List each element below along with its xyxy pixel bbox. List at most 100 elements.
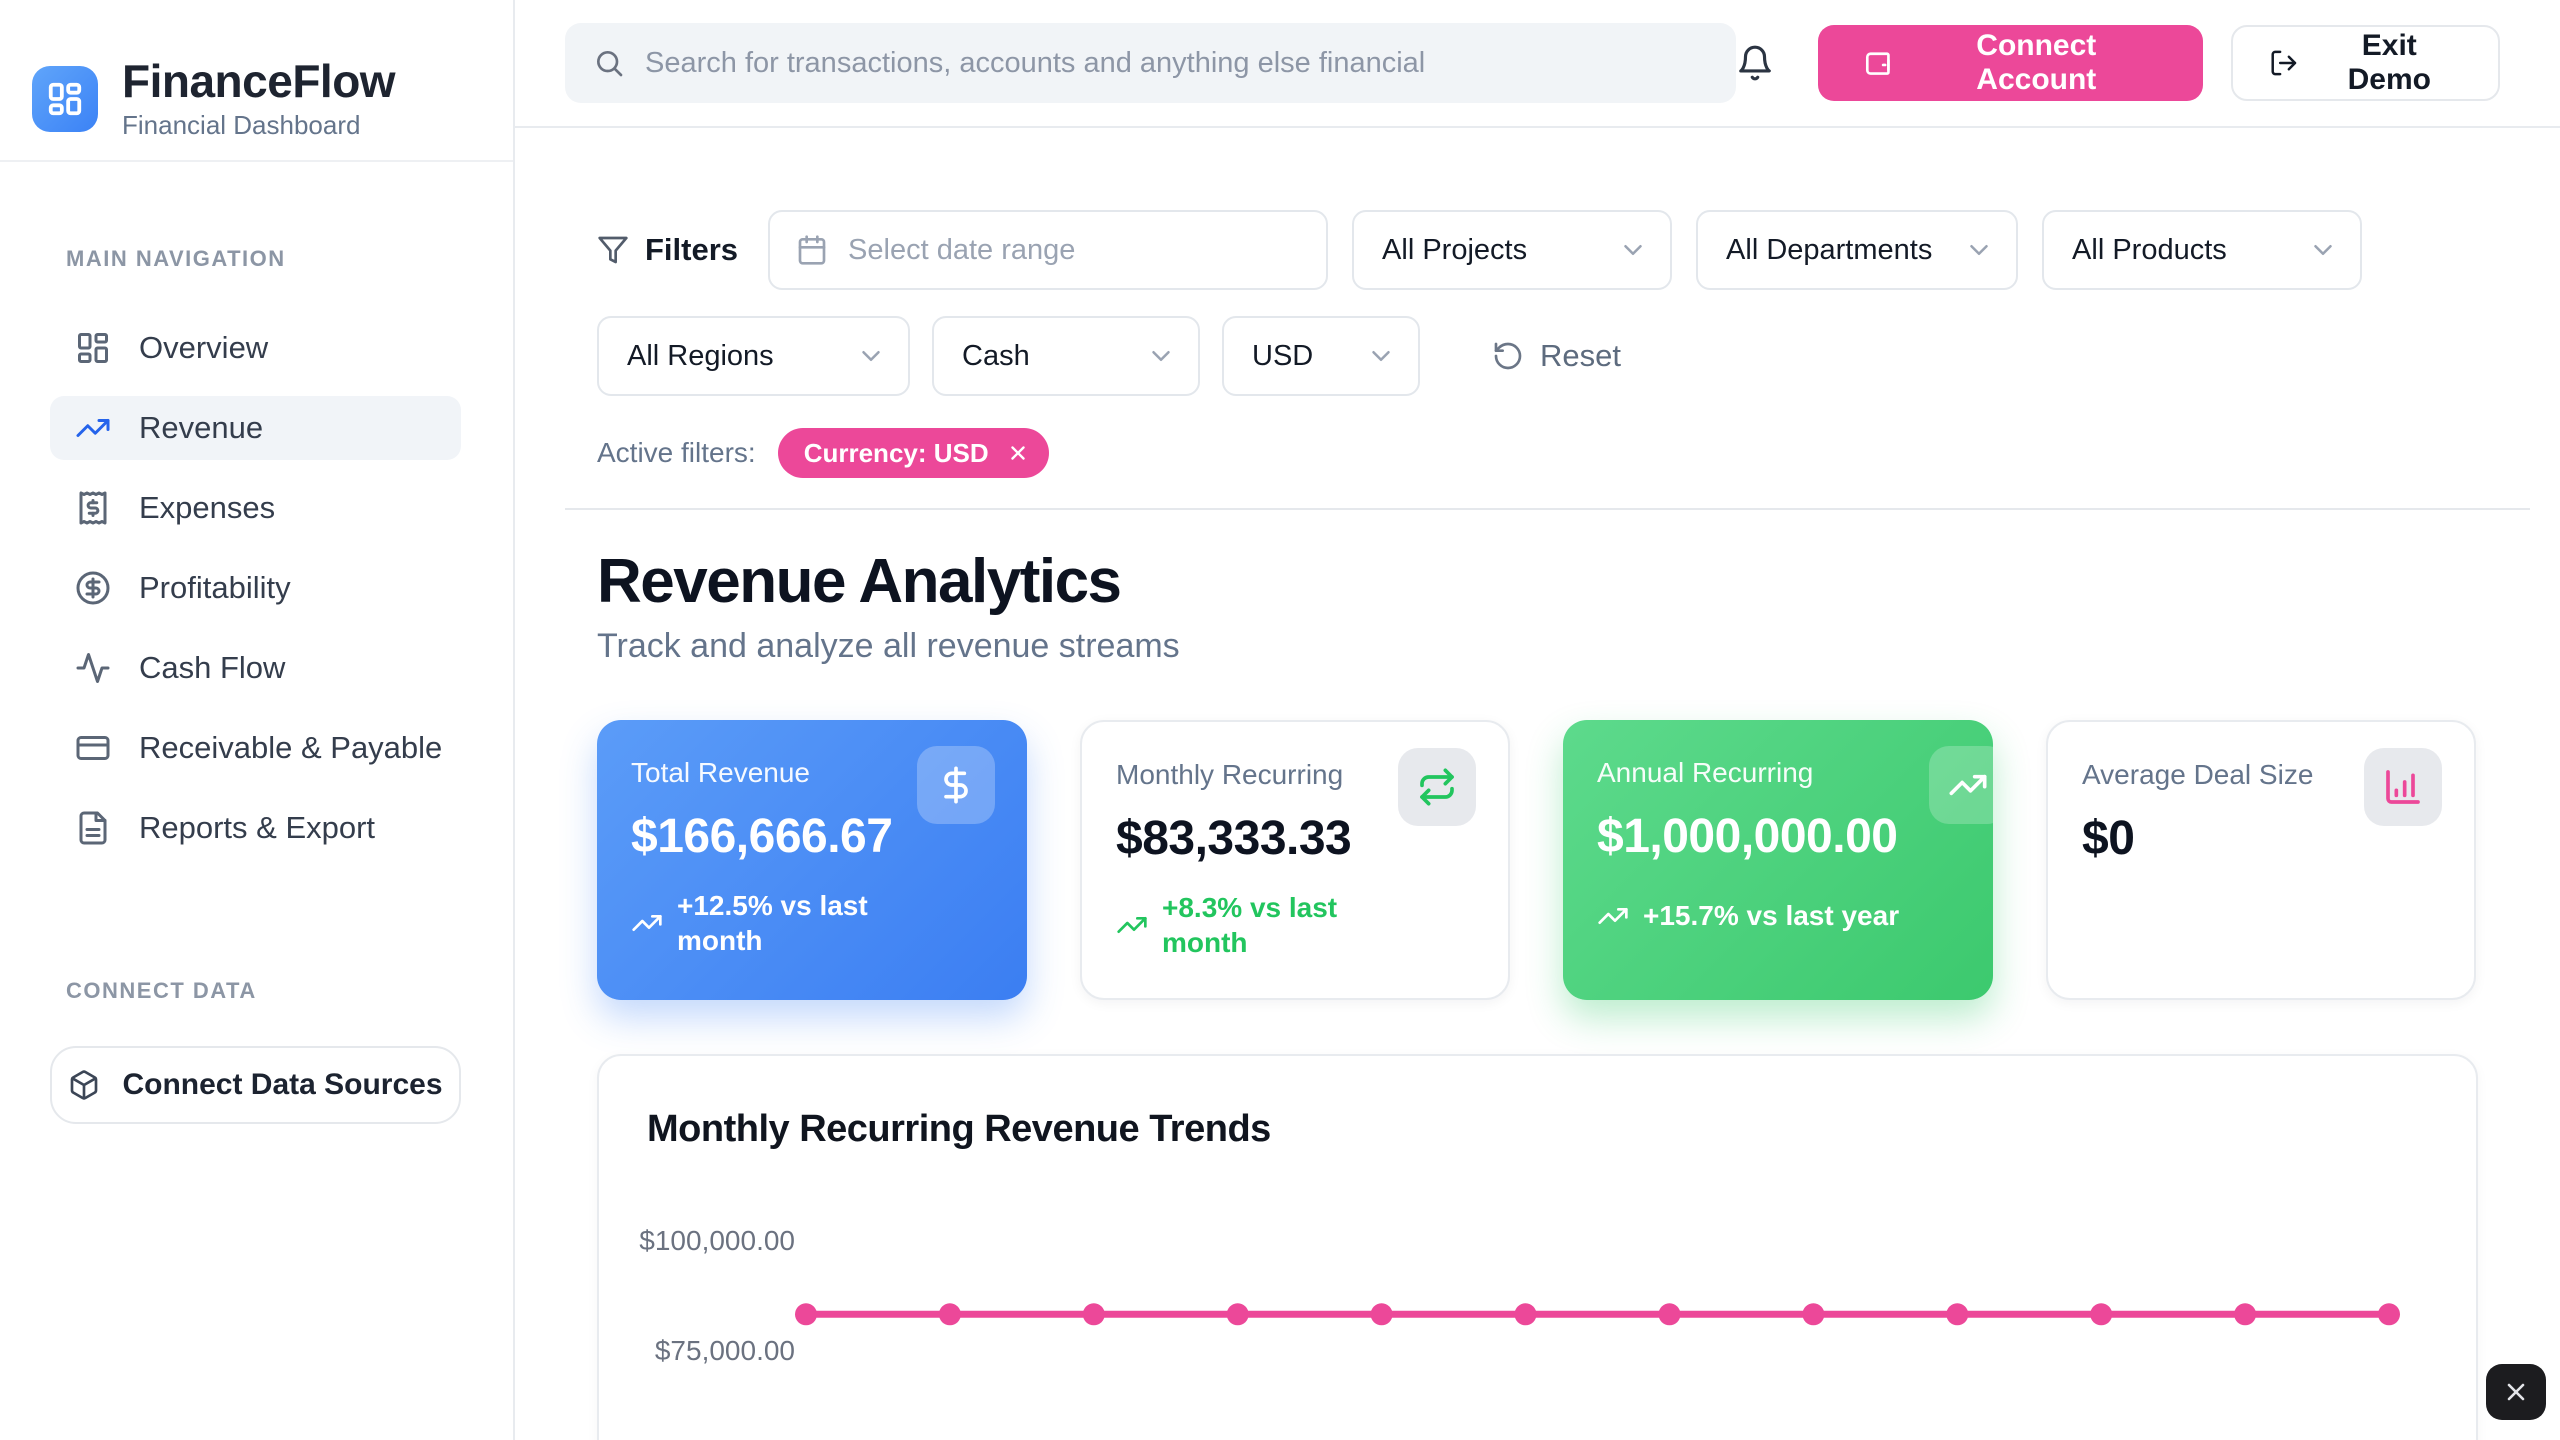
date-range-input[interactable] <box>768 210 1329 290</box>
sidebar-item-label: Revenue <box>139 410 264 445</box>
sidebar-item-profitability[interactable]: Profitability <box>50 556 461 620</box>
active-filters-label: Active filters: <box>597 437 756 468</box>
connect-account-button[interactable]: Connect Account <box>1818 25 2203 101</box>
departments-select[interactable]: All Departments <box>1696 210 2019 290</box>
sidebar-item-reports-export[interactable]: Reports & Export <box>50 796 461 860</box>
chevron-down-icon <box>1372 351 1390 361</box>
sidebar: FinanceFlow Financial Dashboard MAIN NAV… <box>0 0 515 1440</box>
sidebar-item-label: Receivable & Payable <box>139 730 443 765</box>
filters-row-2: All Regions Cash USD Reset <box>597 316 2560 396</box>
sidebar-item-cash-flow[interactable]: Cash Flow <box>50 636 461 700</box>
mrr-trends-chart-card: Monthly Recurring Revenue Trends $100,00… <box>597 1054 2478 1440</box>
filters-label: Filters <box>645 232 739 267</box>
metric-value: $83,333.33 <box>1116 812 1352 865</box>
trending-up-icon <box>1598 907 1628 924</box>
metric-label: Average Deal Size <box>2082 759 2314 790</box>
remove-filter-button[interactable] <box>1007 442 1029 464</box>
package-icon <box>71 1070 98 1100</box>
notifications-button[interactable] <box>1736 44 1774 82</box>
metric-value: $0 <box>2082 812 2135 865</box>
calendar-icon <box>798 235 826 265</box>
layout-dashboard-icon <box>48 82 82 116</box>
trending-up-icon <box>1949 774 1987 796</box>
products-select[interactable]: All Products <box>2042 210 2363 290</box>
currency-filter-chip: Currency: USD <box>777 428 1049 478</box>
metric-delta: +12.5% vs last month <box>631 888 993 958</box>
products-select-value: All Products <box>2072 233 2227 266</box>
bell-icon <box>1739 45 1771 81</box>
metric-delta-text: +8.3% vs last month <box>1162 892 1338 958</box>
topbar: Connect Account Exit Demo <box>515 0 2560 128</box>
main-content: Filters All Projects All Departments All… <box>515 128 2560 1440</box>
sidebar-item-revenue[interactable]: Revenue <box>50 396 461 460</box>
global-search[interactable] <box>565 23 1736 103</box>
metric-label: Total Revenue <box>631 757 811 788</box>
metric-card-monthly-recurring: Monthly Recurring $83,333.33 +8.3% vs la… <box>1080 720 1510 1000</box>
date-range-field[interactable] <box>848 233 1301 267</box>
app-title: FinanceFlow <box>122 55 396 108</box>
logo: FinanceFlow Financial Dashboard <box>0 0 513 162</box>
sidebar-item-label: Cash Flow <box>139 650 286 685</box>
sidebar-item-receivable-payable[interactable]: Receivable & Payable <box>50 716 461 780</box>
metric-card-average-deal-size: Average Deal Size $0 <box>2046 720 2476 1000</box>
active-filters-row: Active filters: Currency: USD <box>597 428 2560 478</box>
chevron-down-icon <box>2314 245 2332 255</box>
filters-row-1: Filters All Projects All Departments All… <box>597 210 2560 290</box>
trending-up-icon <box>632 915 662 931</box>
chevron-down-icon <box>1970 245 1988 255</box>
metric-value: $166,666.67 <box>631 810 893 863</box>
filters-title: Filters <box>597 232 738 268</box>
connect-account-label: Connect Account <box>1976 29 2097 96</box>
dollar-sign-icon <box>944 766 968 804</box>
metric-value: $1,000,000.00 <box>1597 810 1898 863</box>
sidebar-item-expenses[interactable]: Expenses <box>50 476 461 540</box>
method-select[interactable]: Cash <box>932 316 1200 396</box>
connect-data-sources-button[interactable]: Connect Data Sources <box>50 1046 461 1124</box>
currency-select[interactable]: USD <box>1222 316 1420 396</box>
app-logo-icon <box>32 66 98 132</box>
mrr-line-chart <box>795 1303 2400 1326</box>
search-icon <box>597 51 623 77</box>
reset-filters-button[interactable]: Reset <box>1492 338 1621 374</box>
page-subtitle: Track and analyze all revenue streams <box>597 627 1180 665</box>
sidebar-item-overview[interactable]: Overview <box>50 316 461 380</box>
close-icon <box>1010 446 1025 460</box>
widget-close-button[interactable] <box>2486 1364 2546 1420</box>
metric-badge <box>2364 748 2442 826</box>
chevron-down-icon <box>862 351 880 361</box>
projects-select[interactable]: All Projects <box>1352 210 1673 290</box>
method-select-value: Cash <box>962 339 1030 372</box>
regions-select[interactable]: All Regions <box>597 316 910 396</box>
chevron-down-icon <box>1152 351 1170 361</box>
exit-demo-button[interactable]: Exit Demo <box>2230 25 2500 101</box>
y-axis-tick: $100,000.00 <box>639 1225 795 1256</box>
page-title: Revenue Analytics <box>597 547 1122 616</box>
currency-chip-label: Currency: USD <box>803 437 989 468</box>
metric-delta-text: +15.7% vs last year <box>1643 900 1900 931</box>
connect-section-label: CONNECT DATA <box>66 978 257 1003</box>
app-tagline: Financial Dashboard <box>122 109 361 140</box>
metric-delta: +15.7% vs last year <box>1597 898 1959 933</box>
activity-icon <box>75 650 111 686</box>
projects-select-value: All Projects <box>1382 233 1528 266</box>
departments-select-value: All Departments <box>1726 233 1933 266</box>
sidebar-item-label: Overview <box>139 330 269 365</box>
exit-demo-label: Exit Demo <box>2347 29 2431 96</box>
bar-chart-icon <box>2386 770 2420 804</box>
repeat-icon <box>1420 768 1454 806</box>
sidebar-item-label: Profitability <box>139 570 291 605</box>
sidebar-item-label: Reports & Export <box>139 810 376 845</box>
metric-card-total-revenue: Total Revenue $166,666.67 +12.5% vs last… <box>597 720 1027 1000</box>
metric-cards: Total Revenue $166,666.67 +12.5% vs last… <box>597 720 2478 1000</box>
metric-badge <box>917 746 995 824</box>
search-input[interactable] <box>645 46 1708 80</box>
section-divider <box>565 508 2530 510</box>
metric-badge <box>1929 746 1993 824</box>
receipt-icon <box>75 490 111 526</box>
chevron-down-icon <box>1624 245 1642 255</box>
regions-select-value: All Regions <box>627 339 774 372</box>
log-out-icon <box>2271 50 2297 76</box>
currency-select-value: USD <box>1252 339 1314 372</box>
metric-delta: +8.3% vs last month <box>1116 890 1474 960</box>
rotate-ccw-icon <box>1494 342 1522 370</box>
